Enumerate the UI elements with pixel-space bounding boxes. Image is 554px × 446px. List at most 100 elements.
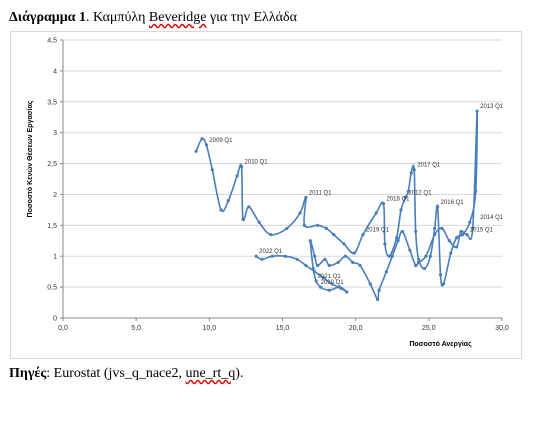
data-point — [395, 236, 399, 240]
annotation-label: 2014 Q1 — [480, 215, 504, 221]
data-point — [433, 233, 437, 237]
data-point — [345, 290, 349, 294]
data-point — [314, 279, 318, 283]
annotation-label: 2010 Q1 — [245, 160, 269, 166]
annotation-label: 2019 Q1 — [366, 228, 390, 234]
data-point — [400, 229, 405, 234]
figure-title-prefix: . Καμπύλη — [85, 10, 149, 25]
y-tick-label: 0 — [53, 316, 57, 323]
annotation-label: 2015 Q1 — [470, 228, 494, 234]
data-point — [269, 233, 273, 237]
data-point — [313, 254, 317, 258]
data-point — [408, 248, 412, 252]
y-tick-label: 1,5 — [47, 223, 57, 230]
data-point — [390, 254, 394, 258]
y-tick-label: 3,5 — [47, 99, 57, 106]
data-point — [316, 223, 320, 227]
data-point — [313, 270, 317, 274]
data-point — [475, 109, 479, 113]
y-tick-label: 2 — [53, 192, 57, 199]
figure-title-underlined: Beveridge — [148, 10, 207, 25]
data-point — [323, 257, 327, 261]
x-tick-label: 15,0 — [276, 325, 290, 332]
data-point — [285, 226, 289, 231]
source-prefix: : Eurostat (jvs_q_nace2, — [46, 366, 186, 381]
data-point — [260, 257, 264, 261]
y-tick-label: 3 — [53, 130, 57, 137]
data-point — [381, 202, 386, 206]
source-note: Πηγές: Eurostat (jvs_q_nace2, une_rt_q). — [9, 366, 243, 382]
data-point — [304, 195, 308, 200]
data-point — [441, 282, 446, 286]
data-point — [270, 254, 274, 258]
data-point — [447, 239, 451, 243]
data-point — [459, 229, 463, 234]
annotations: 2009 Q1 2010 Q1 2011 Q1 2012 Q1 2013 Q1 2014 … — [209, 104, 503, 286]
figure-title: Διάγραμμα 1. Καμπύλη Beveridge για την Ε… — [9, 10, 297, 26]
data-point — [416, 257, 421, 261]
data-point — [327, 288, 331, 292]
y-tick-label: 4,5 — [47, 38, 57, 45]
data-point — [384, 270, 388, 274]
data-point — [438, 273, 443, 277]
data-point — [436, 205, 440, 209]
data-point — [399, 208, 403, 212]
annotation-label: 2021 Q1 — [318, 274, 342, 280]
data-point — [298, 211, 302, 215]
data-point — [433, 226, 437, 231]
x-tick-label: 5,0 — [131, 325, 141, 332]
data-point — [471, 226, 475, 231]
data-point — [416, 260, 421, 264]
data-point — [226, 199, 230, 203]
x-tick-label: 0,0 — [58, 325, 68, 332]
source-underlined: une_rt_q — [185, 366, 236, 381]
data-point — [387, 254, 391, 258]
data-point — [449, 251, 453, 255]
data-point — [403, 195, 408, 200]
annotation-label: 2018 Q1 — [386, 197, 410, 203]
data-point — [342, 242, 346, 246]
data-point — [311, 266, 315, 271]
data-point — [204, 143, 209, 147]
data-point — [474, 189, 478, 193]
y-axis-label: Ποσοστό Κενών Θέσεων Εργασίας — [27, 100, 34, 217]
data-point — [440, 226, 444, 231]
data-point — [409, 171, 413, 175]
annotation-label: 2020 Q1 — [321, 280, 345, 286]
data-point — [241, 217, 245, 221]
series-line — [195, 110, 479, 301]
data-point — [377, 288, 381, 292]
data-point — [406, 189, 410, 193]
data-point — [424, 254, 428, 258]
data-point — [455, 236, 459, 240]
data-point — [239, 165, 244, 169]
data-point — [465, 233, 469, 237]
data-point — [283, 254, 288, 258]
data-point — [343, 254, 348, 258]
y-tick-label: 4 — [53, 68, 57, 75]
data-point — [414, 229, 418, 234]
data-point — [332, 233, 336, 237]
chart-frame — [10, 31, 522, 359]
data-point — [336, 260, 340, 264]
data-point — [304, 263, 308, 268]
data-point — [376, 297, 380, 302]
annotation-label: 2016 Q1 — [441, 200, 465, 206]
data-point — [318, 285, 323, 289]
data-point — [352, 251, 356, 255]
axes — [62, 40, 502, 319]
data-point — [219, 208, 223, 212]
y-tick-label: 1 — [53, 254, 57, 261]
x-axis-label: Ποσοστό Ανεργίας — [409, 341, 472, 348]
data-point — [361, 233, 365, 237]
data-point — [247, 205, 251, 209]
data-point — [412, 168, 416, 172]
x-tick-label: 30,0 — [495, 325, 509, 332]
beveridge-curve-chart: 0 0,5 1 1,5 2 2,5 3 3,5 4 4,5 0,0 5,0 10,0 15,0 20,0 25… — [27, 38, 509, 349]
annotation-label: 2012 Q1 — [408, 191, 432, 197]
figure-title-suffix: για την Ελλάδα — [206, 10, 297, 25]
data-point — [383, 242, 387, 246]
data-point — [468, 220, 472, 224]
data-point — [295, 257, 299, 261]
x-tick-label: 20,0 — [349, 325, 363, 332]
